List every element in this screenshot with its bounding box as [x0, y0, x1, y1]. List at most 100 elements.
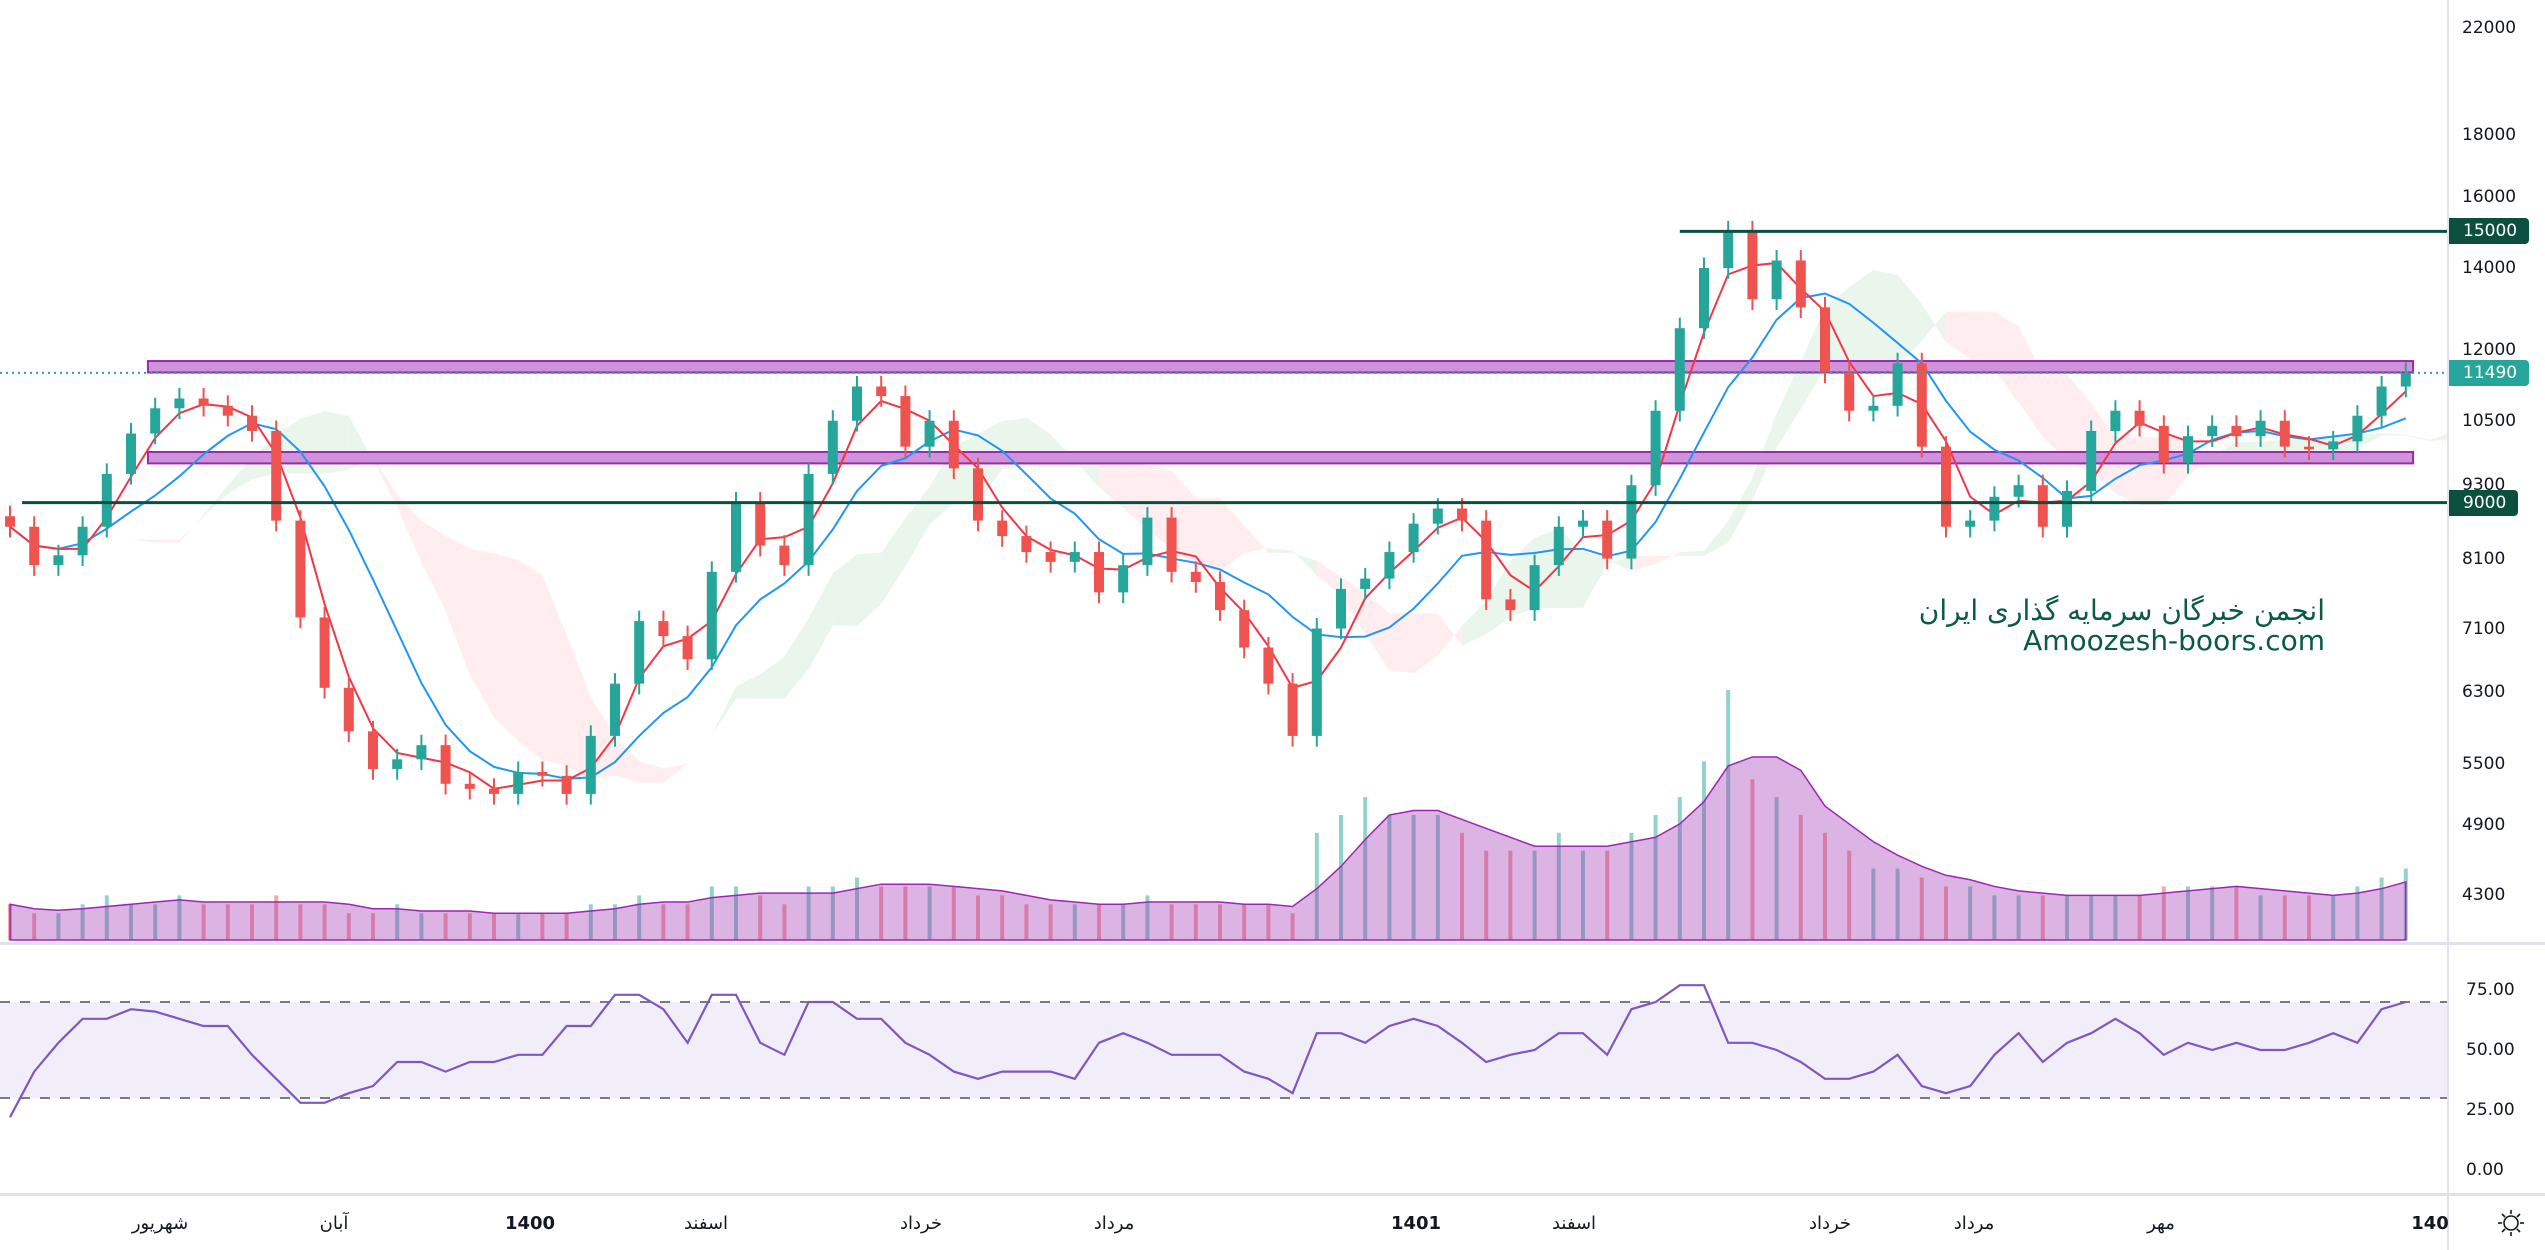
ichimoku-cloud-segment: [1413, 613, 1438, 674]
volume-bar: [225, 904, 230, 940]
volume-bar: [1169, 904, 1174, 940]
candle-body: [2304, 446, 2314, 450]
volume-bar: [1726, 690, 1731, 940]
candle-body: [1118, 565, 1129, 593]
candle: [1166, 507, 1177, 583]
ichimoku-cloud-segment: [1316, 560, 1341, 595]
candle: [948, 410, 959, 480]
ichimoku-cloud-segment: [1341, 577, 1366, 635]
ichimoku-cloud-segment: [227, 457, 252, 494]
ma-slow-line: [9, 292, 2407, 780]
volume-bar: [976, 895, 980, 940]
ichimoku-cloud-segment: [1970, 311, 1995, 371]
volume-bar: [2040, 895, 2045, 940]
time-tick-label: اسفند: [683, 1213, 729, 1234]
ichimoku-cloud-segment: [736, 674, 761, 699]
candle-body: [948, 420, 959, 469]
volume-bar: [1121, 904, 1126, 940]
price-tick-label: 16000: [2462, 187, 2517, 208]
ichimoku-cloud-segment: [615, 737, 640, 783]
candle: [1529, 554, 1540, 621]
price-pane[interactable]: [0, 0, 2447, 943]
candle: [2086, 420, 2097, 502]
volume-bar: [2379, 877, 2384, 940]
volume-bar: [1677, 797, 1682, 940]
candle: [464, 773, 475, 800]
candle: [2207, 415, 2218, 447]
volume-bar: [2210, 886, 2215, 940]
candle: [2255, 410, 2266, 447]
time-tick-label: 1401: [1390, 1213, 1442, 1234]
time-tick-label: شهریور: [131, 1213, 189, 1234]
candle: [876, 375, 887, 407]
ma-fast-line: [9, 261, 2407, 790]
volume-bar: [1968, 886, 1973, 940]
volume-bar: [80, 904, 85, 940]
ichimoku-cloud-segment: [905, 486, 930, 567]
ichimoku-cloud-segment: [760, 656, 785, 699]
rsi-pane[interactable]: [0, 944, 2447, 1193]
time-axis-border: [0, 1193, 2545, 1196]
volume-bar: [734, 886, 738, 940]
volume-bar: [1242, 904, 1247, 940]
candle-body: [2037, 485, 2048, 527]
volume-bar: [1290, 913, 1295, 940]
volume-bar: [201, 904, 206, 940]
volume-bar: [879, 886, 884, 940]
ichimoku-cloud-segment: [1195, 497, 1220, 572]
candle: [2328, 430, 2339, 461]
resistance-zone: [146, 451, 2415, 465]
candle: [1892, 352, 1903, 417]
candle: [1844, 361, 1855, 422]
volume-bar: [2307, 895, 2311, 940]
volume-bar: [1435, 815, 1440, 940]
volume-bar: [1992, 895, 1997, 940]
candle-body: [1941, 446, 1951, 527]
volume-bar: [1871, 868, 1876, 940]
ichimoku-cloud-segment: [2405, 434, 2430, 441]
volume-bar: [322, 904, 327, 940]
volume-bar: [927, 886, 932, 940]
candle-body: [682, 636, 693, 660]
candle-body: [2328, 441, 2339, 450]
volume-bar: [951, 886, 956, 940]
candle-body: [489, 788, 499, 794]
candle-body: [827, 420, 838, 474]
candle-body: [1650, 410, 1661, 486]
ichimoku-cloud-segment: [1728, 478, 1753, 543]
time-tick-label: مهر: [2147, 1213, 2175, 1234]
candle: [1142, 507, 1153, 576]
price-tick-label: 12000: [2462, 339, 2517, 360]
candle: [295, 510, 306, 629]
time-tick-label: 1400: [504, 1213, 556, 1234]
candle: [610, 673, 620, 747]
candle: [779, 535, 790, 576]
ichimoku-cloud-segment: [566, 635, 591, 779]
candle-body: [2013, 485, 2024, 497]
candle-body: [1432, 508, 1443, 524]
candle-body: [1166, 517, 1177, 572]
price-tick-label: 4300: [2462, 884, 2506, 905]
candle: [53, 544, 64, 576]
pane-separator[interactable]: [0, 942, 2545, 945]
ichimoku-cloud-segment: [1510, 537, 1535, 618]
candle: [222, 395, 233, 427]
volume-bar: [2065, 895, 2069, 940]
candle-body: [1916, 363, 1927, 447]
volume-bar: [2186, 886, 2190, 940]
candle-body: [1239, 610, 1250, 648]
candle: [2400, 362, 2411, 398]
candle-body: [2400, 372, 2411, 387]
sun-icon[interactable]: [2496, 1208, 2526, 1238]
candle: [1941, 436, 1951, 538]
candle-body: [1481, 520, 1492, 600]
candle-body: [1844, 372, 1855, 411]
candle: [1384, 541, 1395, 590]
candle: [2231, 415, 2242, 447]
ichimoku-cloud-segment: [2042, 374, 2067, 461]
ichimoku-cloud-segment: [1921, 304, 1946, 342]
volume-bar: [1387, 815, 1392, 940]
rsi-tick-label: 75.00: [2466, 980, 2515, 1000]
candle-body: [1747, 231, 1758, 300]
volume-bar: [516, 913, 521, 940]
